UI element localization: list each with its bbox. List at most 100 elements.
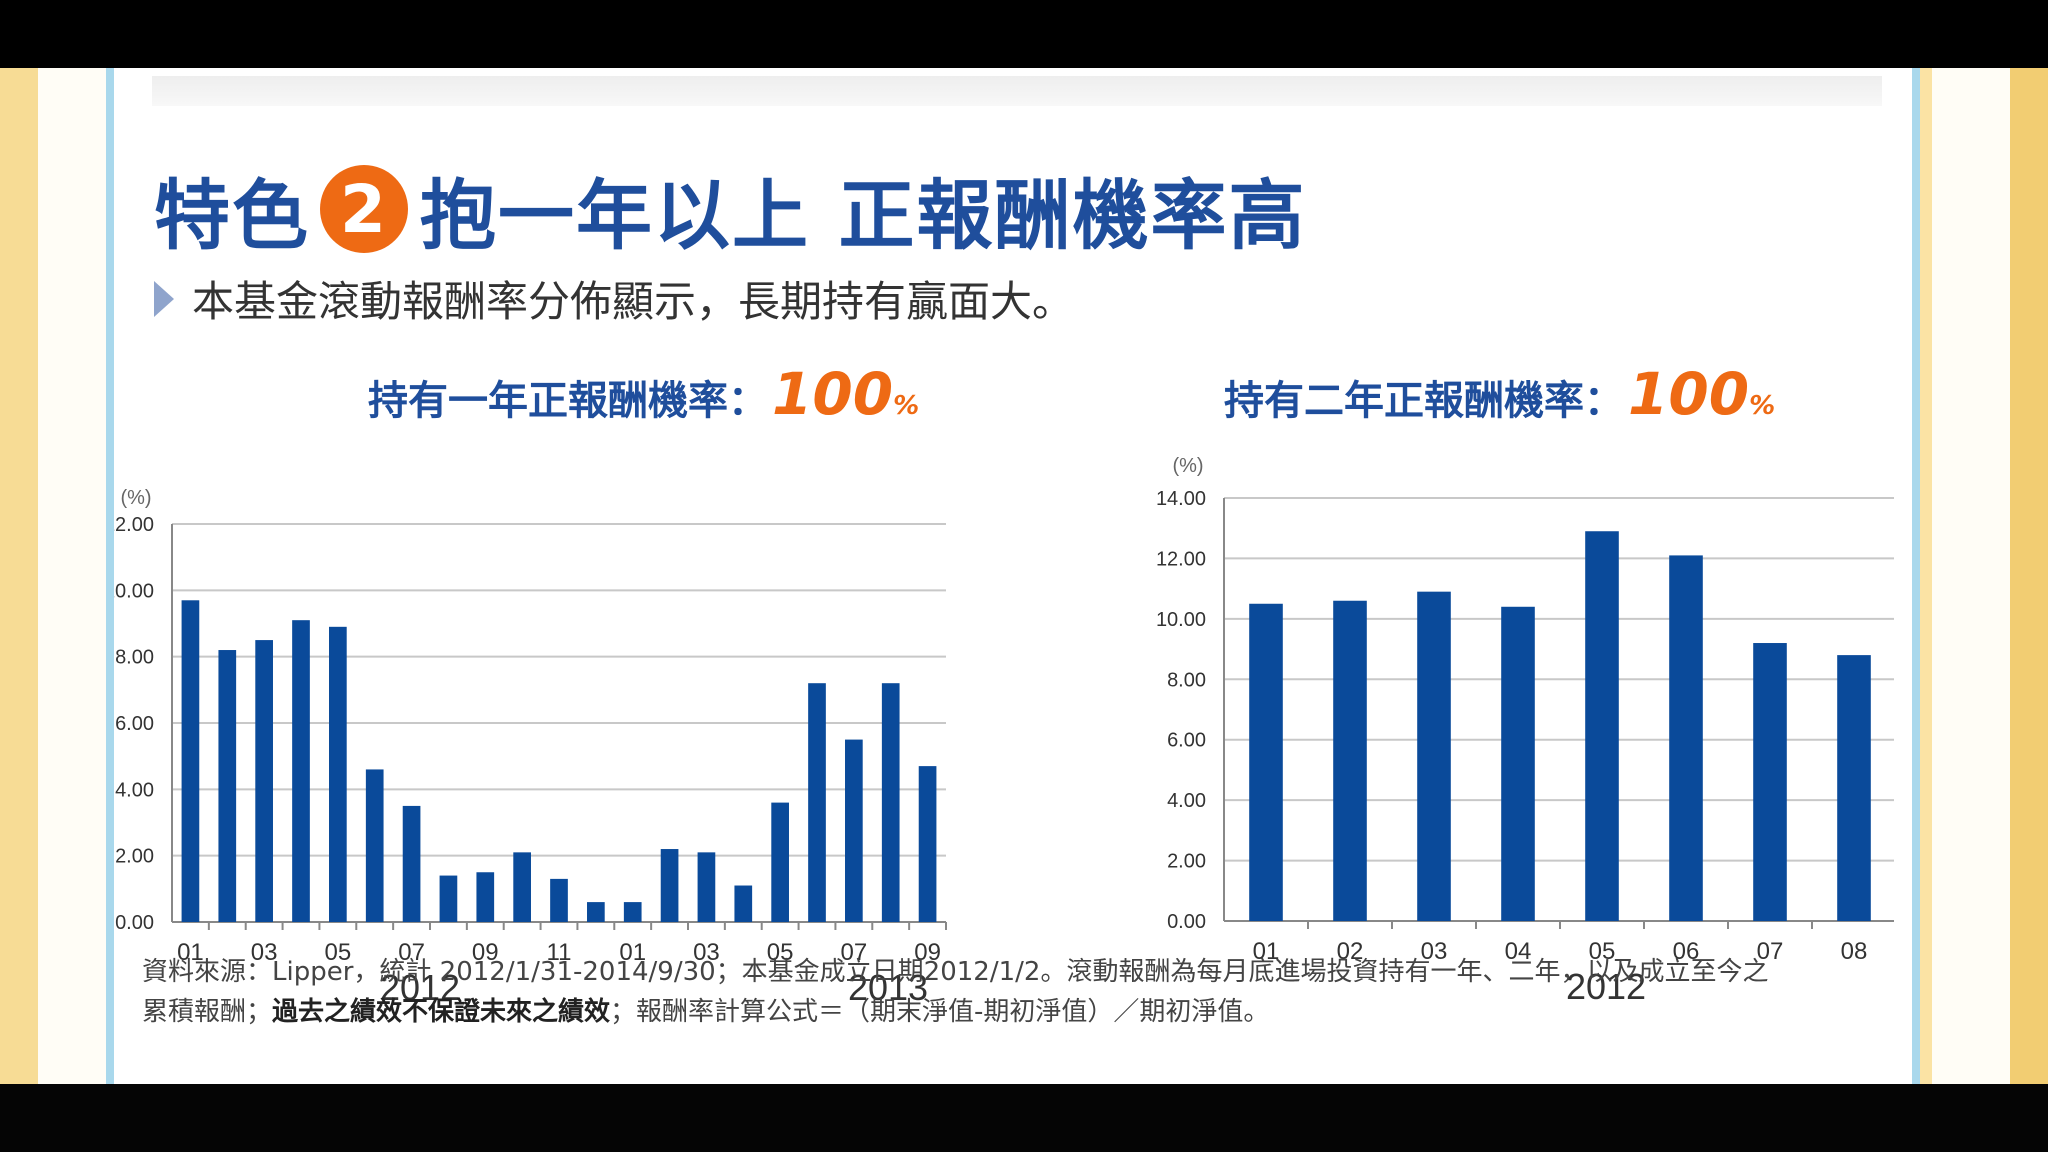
chart1-year-label: 2013 — [848, 967, 928, 1008]
chart2-bar — [1753, 643, 1787, 921]
chart1-ytick-label: 12.00 — [114, 514, 154, 536]
chart1-bar — [587, 902, 605, 922]
chart1-bar — [439, 875, 458, 922]
chart2-bar — [1417, 591, 1451, 921]
page-edge-right — [2010, 68, 2048, 1084]
chart2-xtick-label: 01 — [1253, 938, 1280, 965]
chart2-year-label: 2012 — [1566, 966, 1646, 1007]
chart2-bar — [1249, 603, 1283, 921]
triangle-bullet-icon — [154, 280, 174, 317]
feature-number-badge: 2 — [320, 165, 408, 253]
chart2-bar — [1333, 600, 1367, 921]
chart1-one-year-bar-chart: (%) 0.00 2.00 4.00 6.00 8.00 10.00 12.00 01 03 05 0… — [114, 487, 947, 1008]
chart2-bar — [1585, 531, 1619, 921]
chart1-ytick-label: 4.00 — [115, 779, 154, 801]
chart2-two-year-bar-chart: (%) 0.00 2.00 4.00 6.00 8.00 10.00 12.00 14.00 01… — [1156, 455, 1894, 1007]
chart1-ytick-label: 6.00 — [115, 713, 154, 735]
chart1-title-number: 100 — [772, 360, 894, 428]
chart2-title-number: 100 — [1628, 360, 1750, 428]
footnote-line-2a: 累積報酬； — [142, 997, 273, 1027]
chart2-title-value: 100% — [1628, 360, 1775, 428]
chart1-bar — [697, 852, 716, 922]
chart1-xtick-label: 09 — [472, 939, 499, 966]
page-title: 特色 2 抱一年以上 正報酬機率高 — [154, 164, 1306, 260]
footnote-line-2: 累積報酬；過去之績效不保證未來之績效；報酬率計算公式＝（期末淨值-期初淨值）／期… — [142, 992, 1892, 1032]
chart2-ytick-label: 2.00 — [1167, 851, 1206, 873]
chart1-xtick-label: 05 — [325, 939, 352, 966]
chart1-bar — [660, 849, 679, 922]
chart1-xtick-label: 07 — [841, 939, 868, 966]
chart2-bar — [1669, 555, 1703, 921]
chart1-xtick-label: 01 — [177, 939, 204, 966]
chart2-xtick-label: 03 — [1421, 938, 1448, 965]
footnote: 資料來源：Lipper，統計 2012/1/31-2014/9/30；本基金成立… — [142, 952, 1892, 1032]
chart1-bar — [402, 805, 421, 922]
chart1-unit-label: (%) — [120, 487, 151, 509]
chart1-ytick-label: 10.00 — [114, 580, 154, 602]
chart2-xtick-label: 05 — [1589, 938, 1616, 965]
subtitle-text: 本基金滾動報酬率分佈顯示，長期持有贏面大。 — [192, 277, 1075, 326]
chart1-xtick-label: 11 — [547, 939, 572, 966]
chart2-xtick-label: 04 — [1505, 938, 1532, 965]
chart1-bar — [918, 766, 937, 922]
chart2-ytick-label: 12.00 — [1156, 548, 1206, 570]
chart2-ytick-label: 6.00 — [1167, 730, 1206, 752]
chart1-bar — [513, 852, 531, 922]
panel-margin-right — [1932, 68, 2010, 1084]
chart2-title: 持有二年正報酬機率： 100% — [1224, 360, 1775, 428]
chart1-title: 持有一年正報酬機率： 100% — [368, 360, 919, 428]
chart1-xtick-label: 05 — [767, 939, 794, 966]
footnote-line-2b: ；報酬率計算公式＝（期末淨值-期初淨值）／期初淨值。 — [610, 997, 1270, 1027]
chart2-ytick-label: 8.00 — [1167, 669, 1206, 691]
chart1-ytick-label: 8.00 — [115, 647, 154, 669]
chart1-bar — [181, 600, 200, 922]
chart2-xtick-label: 07 — [1757, 938, 1784, 965]
panel-margin-left — [38, 68, 106, 1084]
chart1-year-label: 2012 — [380, 967, 460, 1008]
card-top-strip — [152, 76, 1882, 106]
content-card: 特色 2 抱一年以上 正報酬機率高 本基金滾動報酬率分佈顯示，長期持有贏面大。 … — [106, 68, 1920, 1084]
chart1-bar — [365, 769, 384, 922]
chart2-ytick-label: 14.00 — [1156, 488, 1206, 510]
chart2-bar — [1501, 606, 1535, 921]
chart2-ytick-label: 4.00 — [1167, 790, 1206, 812]
chart1-bar — [845, 739, 863, 922]
letterbox-top — [0, 0, 2048, 68]
chart1-bar — [623, 902, 642, 922]
letterbox-bottom — [0, 1084, 2048, 1152]
chart1-xtick-label: 07 — [398, 939, 425, 966]
chart2-xtick-label: 08 — [1841, 938, 1868, 965]
chart2-xtick-label: 06 — [1673, 938, 1700, 965]
title-text: 抱一年以上 正報酬機率高 — [420, 171, 1307, 260]
chart2-ytick-label: 10.00 — [1156, 609, 1206, 631]
chart1-bar — [292, 620, 310, 922]
footnote-disclaimer: 過去之績效不保證未來之績效 — [272, 997, 611, 1027]
page-edge-left — [0, 68, 38, 1084]
chart2-xtick-label: 02 — [1337, 938, 1364, 965]
chart1-bar — [218, 650, 237, 922]
chart2-ytick-label: 0.00 — [1167, 911, 1206, 933]
chart2-title-unit: % — [1749, 391, 1776, 421]
chart1-bar — [734, 885, 753, 922]
chart1-bar — [771, 802, 789, 922]
chart2-unit-label: (%) — [1172, 455, 1203, 477]
chart1-bar — [808, 683, 826, 922]
footnote-line-1: 資料來源：Lipper，統計 2012/1/31-2014/9/30；本基金成立… — [142, 957, 1769, 987]
chart2-title-text: 持有二年正報酬機率： — [1224, 378, 1624, 424]
chart2-bar — [1837, 655, 1871, 921]
chart1-xtick-label: 01 — [619, 939, 646, 966]
chart1-bar — [550, 878, 568, 922]
slide-page: 特色 2 抱一年以上 正報酬機率高 本基金滾動報酬率分佈顯示，長期持有贏面大。 … — [0, 68, 2048, 1084]
chart1-bar — [255, 640, 273, 922]
chart1-title-text: 持有一年正報酬機率： — [368, 378, 768, 424]
chart1-xtick-label: 09 — [914, 939, 941, 966]
chart1-xtick-label: 03 — [251, 939, 278, 966]
chart1-bar — [476, 872, 495, 922]
title-prefix: 特色 — [154, 171, 310, 260]
chart1-title-value: 100% — [772, 360, 919, 428]
chart1-ytick-label: 2.00 — [115, 846, 154, 868]
chart1-ytick-label: 0.00 — [115, 912, 154, 934]
chart1-bar — [881, 683, 900, 922]
chart1-xtick-label: 03 — [693, 939, 720, 966]
chart1-bar — [329, 626, 347, 922]
